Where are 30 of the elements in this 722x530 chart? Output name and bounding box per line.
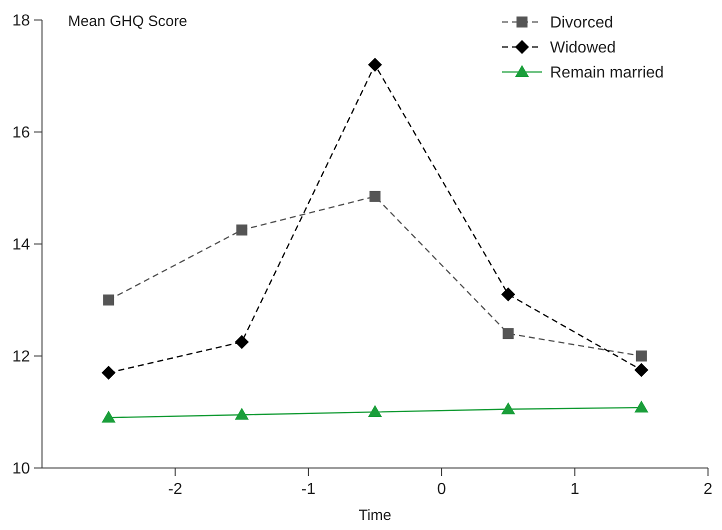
- point: [368, 405, 382, 417]
- y-axis-title: Mean GHQ Score: [68, 13, 188, 30]
- point: [103, 294, 114, 306]
- y-tick-label: 12: [12, 348, 30, 366]
- point: [501, 402, 516, 414]
- x-tick-label: 2: [704, 481, 713, 498]
- point: [234, 335, 249, 349]
- x-tick-label: -2: [168, 481, 182, 498]
- y-tick-label: 10: [12, 460, 30, 478]
- point: [234, 408, 249, 420]
- point: [102, 410, 116, 423]
- x-axis-title: Time: [358, 507, 392, 524]
- point: [368, 58, 382, 72]
- point: [501, 287, 516, 302]
- point: [502, 328, 514, 340]
- point: [634, 363, 648, 377]
- point: [634, 400, 648, 413]
- y-tick-label: 16: [12, 124, 30, 142]
- x-tick-label: 0: [437, 481, 446, 498]
- legend-label: Widowed: [550, 40, 616, 57]
- point: [370, 190, 380, 202]
- legend-label: Divorced: [550, 14, 614, 32]
- y-tick-label: 18: [12, 12, 30, 30]
- point: [636, 350, 647, 362]
- point: [236, 224, 248, 236]
- x-tick-label: -1: [301, 481, 316, 498]
- point: [102, 366, 116, 380]
- x-tick-label: 1: [570, 481, 580, 498]
- legend-label: Remain married: [550, 64, 664, 82]
- y-tick-label: 14: [12, 236, 30, 254]
